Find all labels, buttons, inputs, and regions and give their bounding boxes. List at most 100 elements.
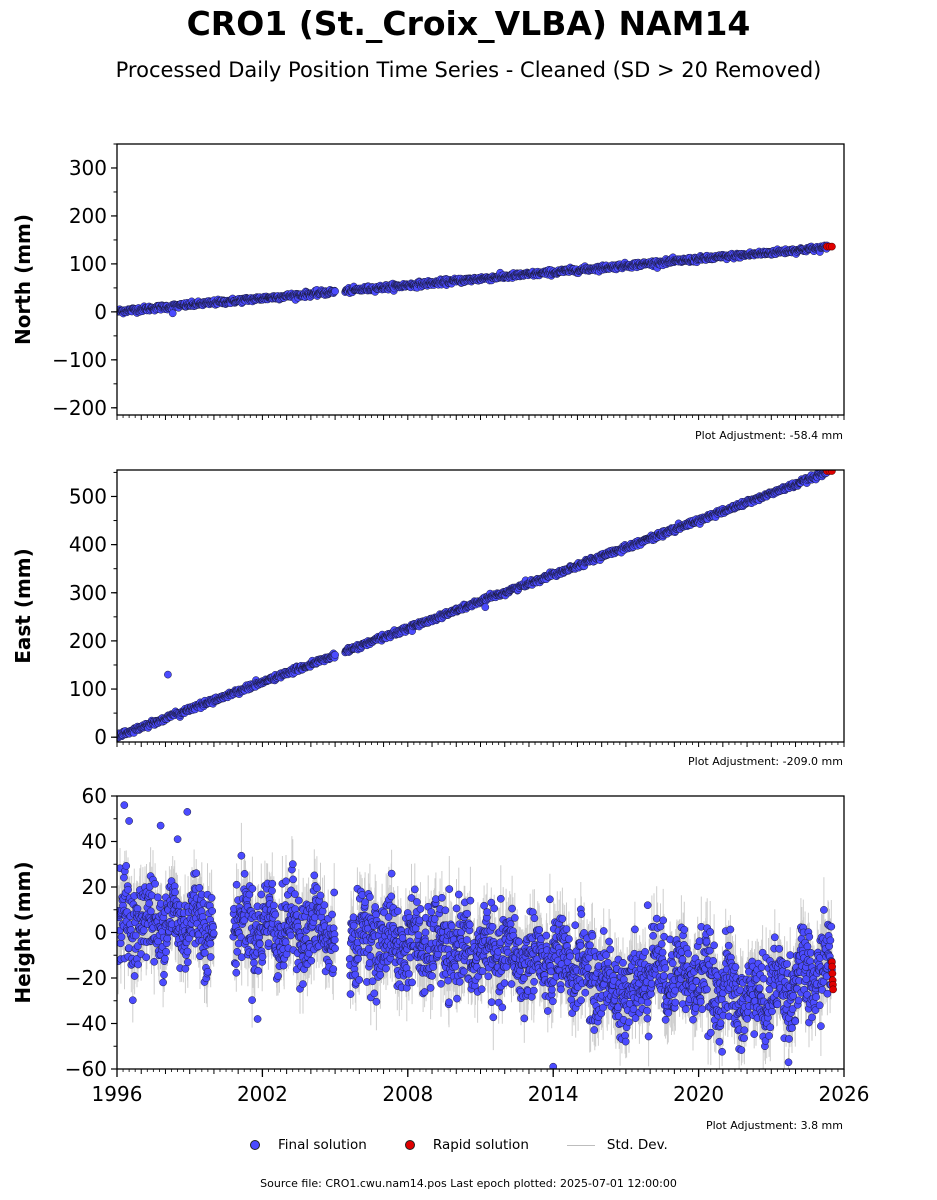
final-point: [130, 972, 139, 980]
final-point: [484, 972, 493, 981]
final-point: [161, 954, 169, 963]
rapid-point: [828, 242, 836, 251]
final-point: [542, 931, 551, 940]
final-point: [466, 896, 475, 905]
y-tick-label: 300: [69, 156, 107, 180]
final-point: [206, 953, 215, 961]
final-point: [209, 923, 217, 931]
final-point: [530, 914, 539, 923]
final-point: [372, 997, 381, 1006]
final-point: [625, 1018, 633, 1027]
final-point: [151, 879, 159, 888]
final-point: [354, 955, 362, 963]
final-point: [237, 851, 246, 860]
final-point: [696, 997, 705, 1006]
final-point: [557, 985, 565, 994]
final-point: [268, 886, 276, 895]
final-point: [153, 893, 162, 902]
final-point: [428, 972, 436, 980]
final-point: [715, 1037, 724, 1046]
final-point: [162, 947, 170, 956]
final-point: [710, 941, 718, 950]
final-point: [330, 888, 339, 897]
final-point: [413, 898, 421, 906]
final-point: [233, 947, 242, 956]
final-point: [248, 884, 257, 893]
final-point: [668, 959, 677, 968]
final-point: [452, 904, 461, 913]
chart-subtitle: Processed Daily Position Time Series - C…: [115, 58, 822, 82]
final-point: [463, 909, 472, 918]
final-point: [232, 880, 241, 889]
final-point: [489, 1013, 498, 1022]
final-point: [520, 1014, 529, 1023]
final-point: [465, 920, 474, 929]
final-point: [496, 894, 505, 903]
final-point: [310, 871, 319, 880]
final-point: [606, 945, 615, 954]
final-point: [291, 890, 299, 898]
final-point: [684, 949, 693, 958]
final-point: [605, 937, 613, 946]
final-point: [716, 1019, 725, 1027]
final-point: [257, 890, 266, 899]
final-point: [643, 998, 652, 1007]
final-point: [581, 988, 590, 997]
final-point: [454, 890, 463, 899]
rapid-solution-points: [823, 242, 836, 251]
y-tick-label: 200: [69, 629, 107, 653]
final-point: [382, 964, 390, 973]
final-point: [426, 984, 435, 992]
final-point: [122, 862, 131, 870]
final-point: [487, 998, 496, 1007]
final-point: [566, 952, 574, 961]
y-tick-label: 300: [69, 581, 107, 605]
final-point: [268, 879, 277, 888]
final-point: [139, 926, 148, 935]
final-point: [414, 931, 423, 939]
final-point: [604, 958, 612, 967]
final-point: [250, 959, 258, 967]
final-point: [535, 925, 544, 934]
final-point: [145, 899, 154, 908]
final-point: [460, 967, 468, 976]
final-point: [619, 958, 627, 967]
final-point: [147, 907, 155, 916]
final-point: [183, 958, 192, 967]
panel-2-data: [117, 801, 837, 1069]
final-point: [658, 948, 667, 957]
final-point: [282, 877, 290, 886]
final-point: [258, 953, 267, 961]
final-point: [588, 932, 597, 940]
final-point: [702, 937, 711, 946]
final-point: [455, 978, 464, 986]
final-point: [429, 963, 438, 971]
final-point: [641, 948, 649, 956]
final-point: [313, 884, 321, 893]
final-point: [488, 922, 497, 931]
final-outlier-point: [164, 670, 172, 679]
final-point: [307, 956, 316, 965]
final-point: [427, 908, 436, 916]
final-point: [643, 1006, 651, 1015]
final-point: [329, 965, 338, 973]
final-point: [330, 936, 339, 944]
final-point: [371, 903, 380, 911]
final-point: [232, 968, 241, 977]
y-tick-label: 100: [69, 252, 107, 276]
final-point: [370, 989, 379, 998]
final-point: [368, 977, 377, 986]
final-point: [232, 960, 240, 968]
panel-0-data: [117, 241, 836, 318]
final-point: [387, 892, 396, 901]
final-point: [447, 922, 456, 930]
final-point: [393, 907, 402, 915]
final-point: [577, 910, 586, 918]
final-point: [445, 998, 453, 1007]
final-point: [445, 885, 454, 893]
final-point: [181, 964, 190, 973]
y-tick-label: −100: [52, 348, 107, 372]
final-point: [718, 1047, 726, 1056]
